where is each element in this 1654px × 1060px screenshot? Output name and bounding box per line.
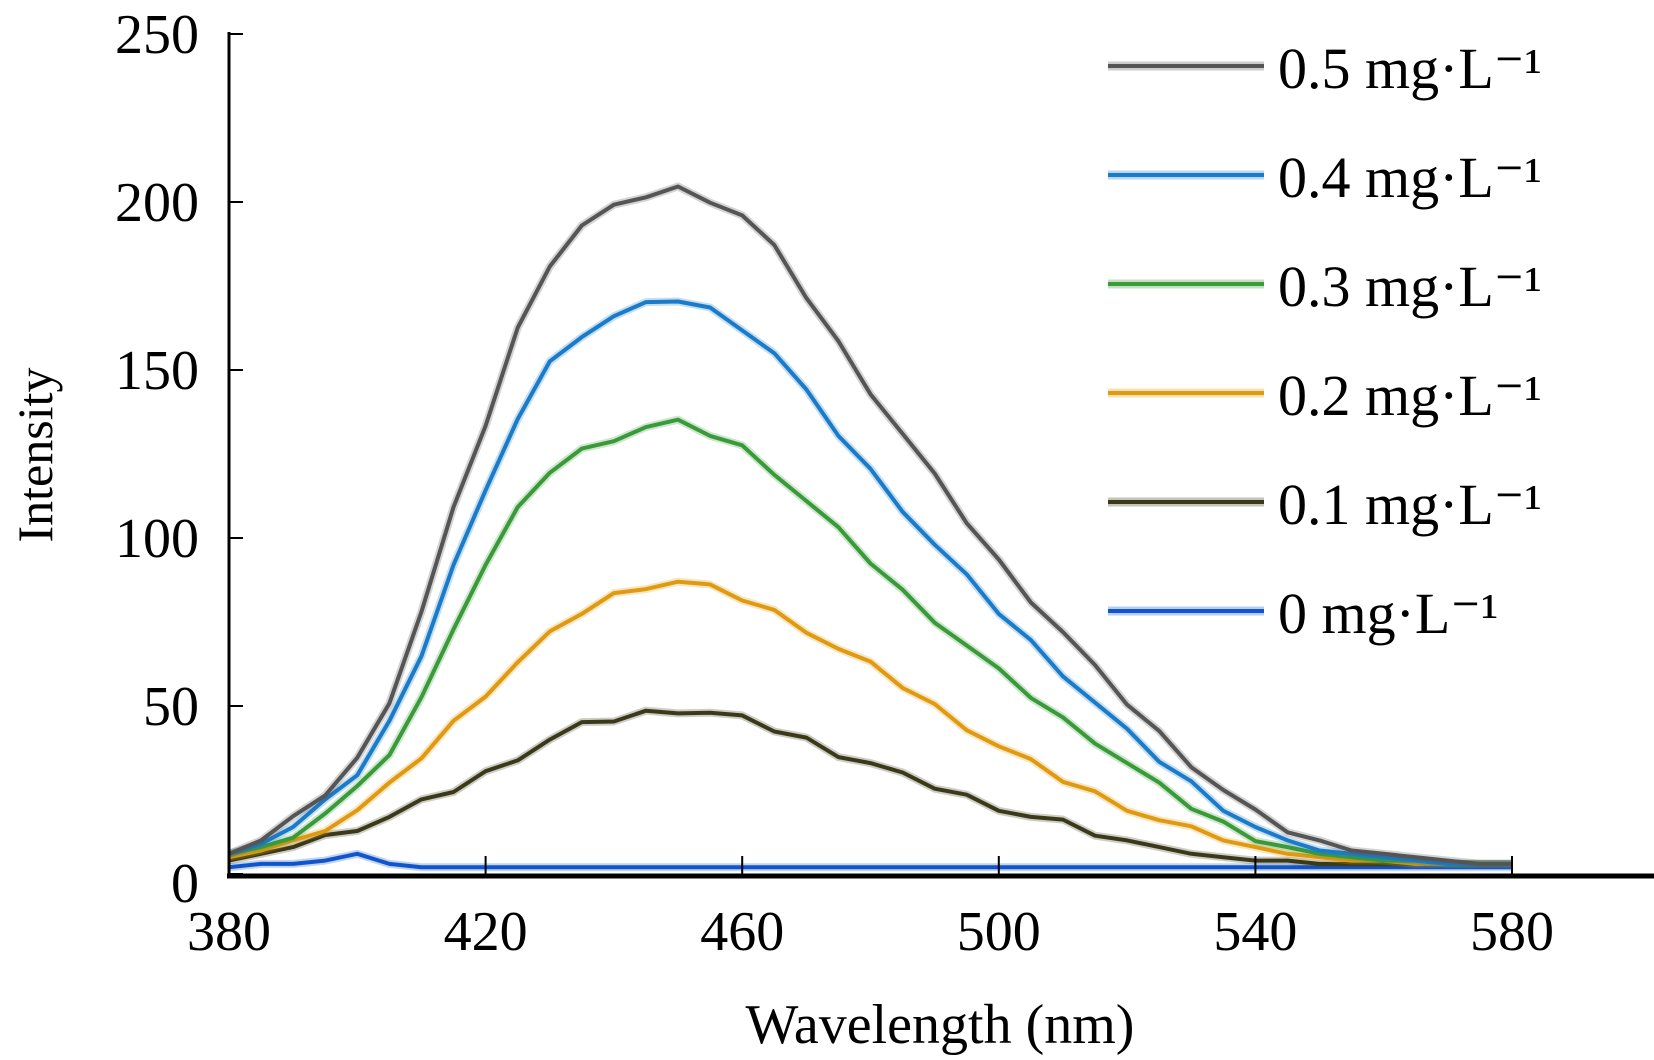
x-ticks: 380 420 460 500 540 580 bbox=[187, 856, 1554, 963]
x-tick-label: 380 bbox=[187, 901, 271, 963]
series-line-2 bbox=[228, 417, 1512, 866]
legend-label: 0.2 mg·L⁻¹ bbox=[1278, 363, 1542, 428]
legend-item: 0.1 mg·L⁻¹ bbox=[1108, 472, 1542, 537]
legend-label: 0 mg·L⁻¹ bbox=[1278, 581, 1498, 646]
y-ticks: 0 50 100 150 200 250 bbox=[115, 4, 243, 915]
legend-item: 0.2 mg·L⁻¹ bbox=[1108, 363, 1542, 428]
series-layer bbox=[227, 182, 1512, 872]
series-line-0 bbox=[228, 184, 1512, 866]
legend: 0.5 mg·L⁻¹ 0.4 mg·L⁻¹ 0.3 mg·L⁻¹ 0.2 mg·L⁻¹… bbox=[1108, 36, 1542, 646]
x-tick-label: 540 bbox=[1213, 901, 1297, 963]
legend-item: 0 mg·L⁻¹ bbox=[1108, 581, 1498, 646]
x-tick-label: 420 bbox=[444, 901, 528, 963]
y-tick-label: 200 bbox=[115, 172, 199, 234]
y-axis-label: Intensity bbox=[7, 368, 63, 543]
y-tick-label: 150 bbox=[115, 340, 199, 402]
legend-label: 0.4 mg·L⁻¹ bbox=[1278, 145, 1542, 210]
series-line-5 bbox=[228, 851, 1512, 870]
legend-item: 0.5 mg·L⁻¹ bbox=[1108, 36, 1542, 101]
x-tick-label: 500 bbox=[957, 901, 1041, 963]
y-tick-label: 100 bbox=[115, 508, 199, 570]
axes bbox=[227, 32, 1654, 879]
series-line-1 bbox=[228, 299, 1512, 866]
y-tick-label: 250 bbox=[115, 4, 199, 66]
series-line-3 bbox=[228, 579, 1512, 866]
legend-label: 0.3 mg·L⁻¹ bbox=[1278, 254, 1542, 319]
legend-item: 0.4 mg·L⁻¹ bbox=[1108, 145, 1542, 210]
x-tick-label: 460 bbox=[700, 901, 784, 963]
x-tick-label: 580 bbox=[1470, 901, 1554, 963]
legend-label: 0.5 mg·L⁻¹ bbox=[1278, 36, 1542, 101]
y-tick-label: 0 bbox=[171, 853, 199, 915]
x-axis-label: Wavelength (nm) bbox=[746, 994, 1135, 1056]
legend-item: 0.3 mg·L⁻¹ bbox=[1108, 254, 1542, 319]
y-tick-label: 50 bbox=[143, 676, 199, 738]
series-line-4 bbox=[228, 708, 1512, 866]
legend-label: 0.1 mg·L⁻¹ bbox=[1278, 472, 1542, 537]
